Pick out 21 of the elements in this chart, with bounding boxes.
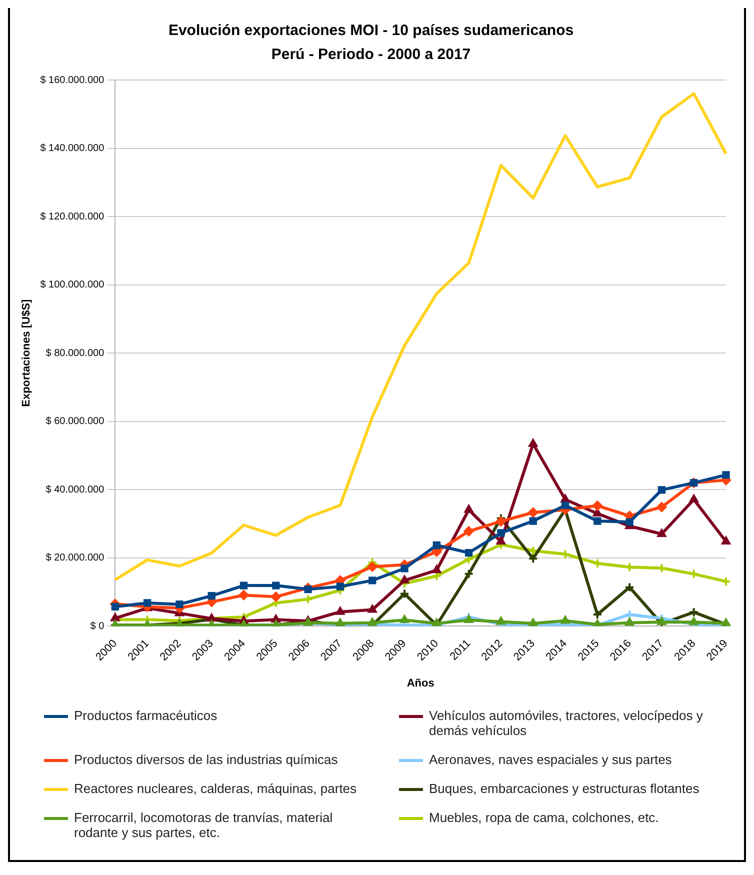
chart-subtitle: Perú - Periodo - 2000 a 2017 — [271, 46, 471, 64]
y-tick-label: $ 100.000.000 — [40, 280, 105, 291]
legend-label: Ferrocarril, locomotoras de tranvías, material rodante y sus partes, etc. — [74, 810, 334, 840]
chart-title: Evolución exportaciones MOI - 10 países sudamericanos — [168, 22, 574, 40]
y-axis-title: Exportaciones [U$S] — [20, 298, 33, 407]
y-tick-label: $ 160.000.000 — [40, 74, 105, 86]
legend-label: Reactores nucleares, calderas, máquinas, partes — [74, 781, 357, 796]
y-tick-label: $ 40.000.000 — [46, 484, 105, 496]
legend-label: Vehículos automóviles, tractores, velocípedos y demás vehículos — [429, 708, 704, 738]
legend-label: Muebles, ropa de cama, colchones, etc. — [429, 810, 659, 825]
y-tick-label: $ 60.000.000 — [46, 416, 105, 428]
legend-label: Buques, embarcaciones y estructuras flotantes — [429, 781, 700, 796]
legend-label: Productos farmacéuticos — [74, 708, 218, 723]
y-tick-label: $ 20.000.000 — [46, 552, 105, 564]
legend-label: Productos diversos de las industrias químicas — [74, 752, 338, 767]
x-axis-title: Años — [406, 677, 434, 690]
y-tick-label: $ 120.000.000 — [40, 211, 105, 222]
y-tick-label: $ 0 — [90, 620, 105, 632]
y-tick-label: $ 80.000.000 — [46, 348, 105, 359]
legend-label: Aeronaves, naves espaciales y sus partes — [429, 752, 672, 767]
y-tick-label: $ 140.000.000 — [40, 143, 105, 154]
